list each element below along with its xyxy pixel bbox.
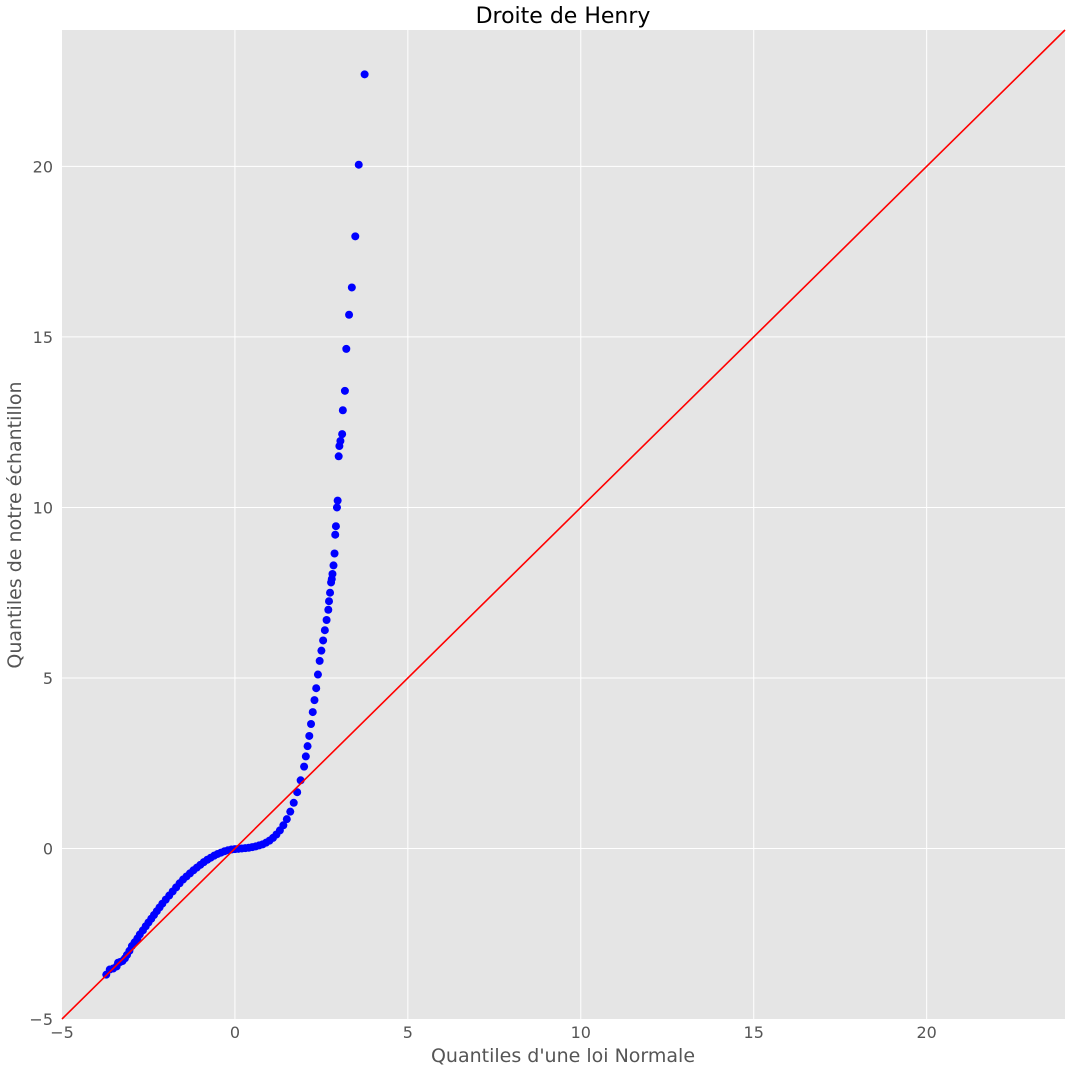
- data-point: [325, 597, 334, 606]
- data-point: [313, 670, 322, 679]
- y-tick-label: 20: [33, 157, 53, 176]
- data-point: [332, 503, 341, 512]
- y-tick-label: 10: [33, 498, 53, 517]
- data-point: [336, 436, 345, 445]
- chart-title: Droite de Henry: [476, 4, 651, 29]
- data-point: [338, 430, 347, 439]
- x-tick-label: 15: [744, 1023, 764, 1042]
- data-point: [289, 798, 298, 807]
- data-point: [351, 232, 360, 241]
- data-point: [340, 386, 349, 395]
- data-point: [354, 160, 363, 169]
- x-tick-label: 10: [571, 1023, 591, 1042]
- data-point: [293, 788, 302, 797]
- reference-line: [61, 29, 1066, 1020]
- x-tick-label: 0: [230, 1023, 240, 1042]
- x-axis-label: Quantiles d'une loi Normale: [431, 1045, 695, 1067]
- data-point: [319, 636, 328, 645]
- data-point: [331, 530, 340, 539]
- data-point: [360, 70, 369, 79]
- data-point: [320, 626, 329, 635]
- data-point: [328, 569, 337, 578]
- y-tick-label: −5: [29, 1010, 53, 1029]
- y-tick-label: 5: [43, 669, 53, 688]
- data-point: [324, 605, 333, 614]
- data-point: [307, 720, 316, 729]
- y-tick-label: 0: [43, 839, 53, 858]
- data-point: [331, 522, 340, 531]
- data-point: [345, 310, 354, 319]
- x-tick-label: −5: [50, 1023, 74, 1042]
- data-point: [342, 344, 351, 353]
- data-point: [286, 807, 295, 816]
- data-point: [333, 496, 342, 505]
- data-point: [326, 588, 335, 597]
- data-point: [303, 742, 312, 751]
- grid: [62, 30, 1065, 1019]
- data-point: [334, 452, 343, 461]
- data-point: [329, 561, 338, 570]
- data-point: [338, 406, 347, 415]
- data-point: [347, 283, 356, 292]
- data-point: [279, 821, 288, 830]
- data-point: [312, 684, 321, 693]
- data-point: [308, 708, 317, 717]
- data-point: [310, 696, 319, 705]
- data-point: [330, 549, 339, 558]
- data-point: [317, 646, 326, 655]
- data-point: [282, 815, 291, 824]
- data-point: [315, 656, 324, 665]
- x-tick-label: 20: [916, 1023, 936, 1042]
- x-tick-label: 5: [403, 1023, 413, 1042]
- data-point: [322, 615, 331, 624]
- data-point: [301, 752, 310, 761]
- y-axis-label: Quantiles de notre échantillon: [4, 381, 26, 668]
- y-tick-label: 15: [33, 328, 53, 347]
- data-point: [300, 762, 309, 771]
- tick-labels: −5 0 5 10 15 20 −5 0 5 10 15 20: [29, 157, 936, 1042]
- data-point: [305, 731, 314, 740]
- points-layer: [102, 70, 369, 979]
